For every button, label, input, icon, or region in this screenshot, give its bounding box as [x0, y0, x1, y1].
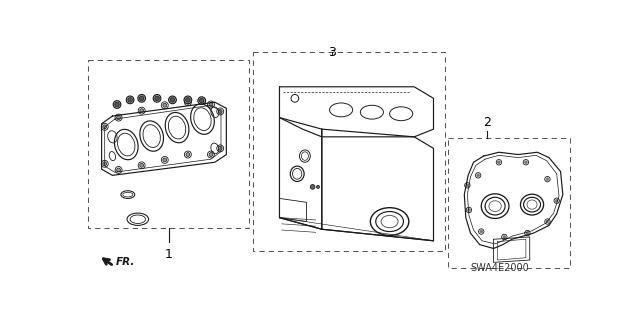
Circle shape	[310, 185, 315, 189]
Circle shape	[503, 235, 506, 238]
Circle shape	[556, 199, 558, 202]
Bar	[448, 138, 570, 268]
Circle shape	[497, 161, 500, 164]
Circle shape	[186, 152, 190, 157]
Circle shape	[126, 96, 134, 104]
Circle shape	[170, 98, 175, 102]
Circle shape	[480, 230, 483, 233]
Bar	[88, 60, 250, 228]
Circle shape	[140, 109, 143, 113]
Circle shape	[186, 98, 190, 102]
Circle shape	[116, 116, 120, 120]
Circle shape	[184, 96, 192, 104]
Circle shape	[153, 94, 161, 102]
Text: 1: 1	[164, 248, 173, 261]
Text: 2: 2	[483, 116, 492, 129]
Circle shape	[128, 98, 132, 102]
Circle shape	[477, 174, 479, 177]
Text: FR.: FR.	[115, 257, 135, 267]
Circle shape	[200, 98, 204, 103]
Circle shape	[115, 102, 119, 107]
Circle shape	[218, 146, 222, 150]
Circle shape	[163, 158, 166, 162]
Circle shape	[168, 96, 176, 104]
Text: 3: 3	[328, 46, 336, 59]
Circle shape	[466, 184, 468, 187]
Circle shape	[103, 125, 107, 129]
Circle shape	[526, 232, 529, 234]
Circle shape	[468, 209, 470, 211]
Circle shape	[140, 163, 143, 167]
Circle shape	[138, 94, 145, 102]
Circle shape	[198, 97, 205, 105]
Circle shape	[209, 103, 213, 107]
Circle shape	[316, 185, 319, 189]
Circle shape	[140, 96, 144, 101]
Circle shape	[525, 161, 527, 164]
Circle shape	[186, 100, 190, 104]
Circle shape	[546, 178, 549, 181]
Circle shape	[116, 168, 120, 172]
Circle shape	[546, 220, 549, 223]
Circle shape	[113, 101, 121, 108]
Circle shape	[103, 162, 107, 166]
Bar	[253, 52, 445, 251]
Circle shape	[218, 109, 222, 113]
Circle shape	[155, 96, 159, 101]
Text: SWA4E2000: SWA4E2000	[470, 263, 529, 273]
Circle shape	[209, 152, 213, 157]
Circle shape	[163, 103, 166, 107]
